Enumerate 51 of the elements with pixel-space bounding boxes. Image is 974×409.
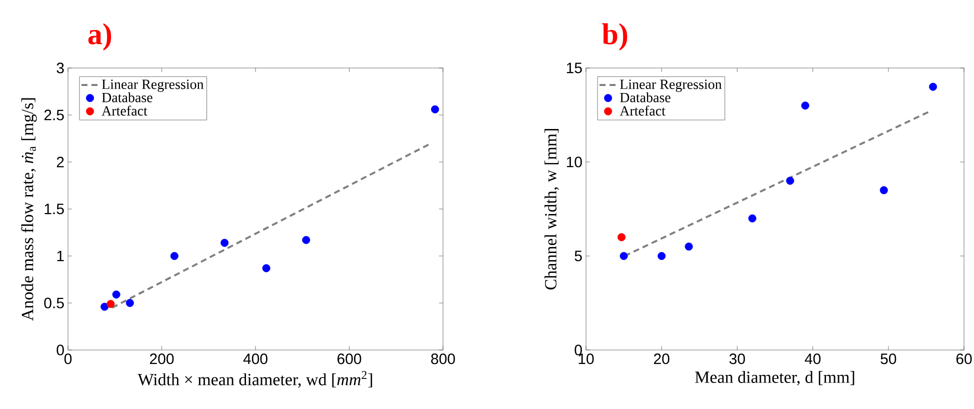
point bbox=[620, 252, 628, 260]
y-tick-label: 0.5 bbox=[44, 298, 64, 308]
y-tick-label: 10 bbox=[566, 156, 582, 168]
y-tick-label: 3 bbox=[56, 62, 64, 74]
point bbox=[262, 264, 270, 272]
y-tick-label: 1 bbox=[57, 250, 64, 262]
legend-label: Artefact bbox=[620, 106, 666, 116]
y-tick-label: 15 bbox=[566, 62, 582, 74]
point bbox=[302, 236, 310, 244]
y-tick-label: 2.5 bbox=[44, 110, 64, 120]
point bbox=[100, 302, 109, 311]
x-tick-label: 200 bbox=[150, 354, 174, 364]
y-axis-title: Anode mass flow rate, ṁ$_{a}$ [mg/s] bbox=[21, 98, 37, 321]
point bbox=[684, 242, 693, 251]
y-tick-label: 0 bbox=[56, 344, 64, 356]
x-axis-title: Width × mean diameter, wd [mm$^{2}$] bbox=[138, 370, 372, 388]
x-tick-label: 30 bbox=[729, 354, 745, 364]
legend-label: Linear Regression bbox=[102, 80, 204, 92]
x-tick-label: 800 bbox=[431, 354, 455, 364]
x-axis-title: Mean diameter, d [mm] bbox=[695, 371, 854, 386]
point bbox=[170, 252, 178, 260]
legend-label: Database bbox=[102, 92, 152, 102]
point bbox=[929, 82, 937, 91]
legend-label: Linear Regression bbox=[620, 80, 722, 92]
x-tick-label: 20 bbox=[654, 354, 670, 364]
point bbox=[126, 298, 134, 307]
x-tick-label: 400 bbox=[243, 354, 268, 364]
legend-label: Database bbox=[620, 92, 670, 102]
x-tick-label: 60 bbox=[956, 354, 972, 364]
point bbox=[431, 105, 440, 114]
chart-title: b) bbox=[602, 23, 628, 50]
y-axis-title: Channel width, w [mm] bbox=[544, 129, 559, 290]
point bbox=[801, 102, 810, 110]
point bbox=[618, 233, 626, 242]
y-tick-label: 1.5 bbox=[44, 204, 64, 214]
x-tick-label: 40 bbox=[804, 354, 821, 364]
point bbox=[220, 238, 229, 247]
legend-label: Artefact bbox=[102, 106, 148, 116]
point bbox=[880, 186, 888, 194]
x-tick-label: 0 bbox=[64, 354, 72, 364]
y-tick-label: 0 bbox=[574, 344, 582, 356]
point bbox=[658, 252, 666, 260]
y-tick-label: 2 bbox=[56, 156, 64, 168]
point bbox=[106, 300, 115, 308]
x-tick-label: 50 bbox=[880, 354, 896, 364]
y-tick-label: 5 bbox=[574, 250, 582, 262]
x-tick-label: 600 bbox=[338, 354, 362, 364]
point bbox=[786, 176, 794, 185]
chart-title: a) bbox=[88, 23, 112, 50]
point bbox=[748, 214, 756, 222]
point bbox=[112, 290, 120, 299]
